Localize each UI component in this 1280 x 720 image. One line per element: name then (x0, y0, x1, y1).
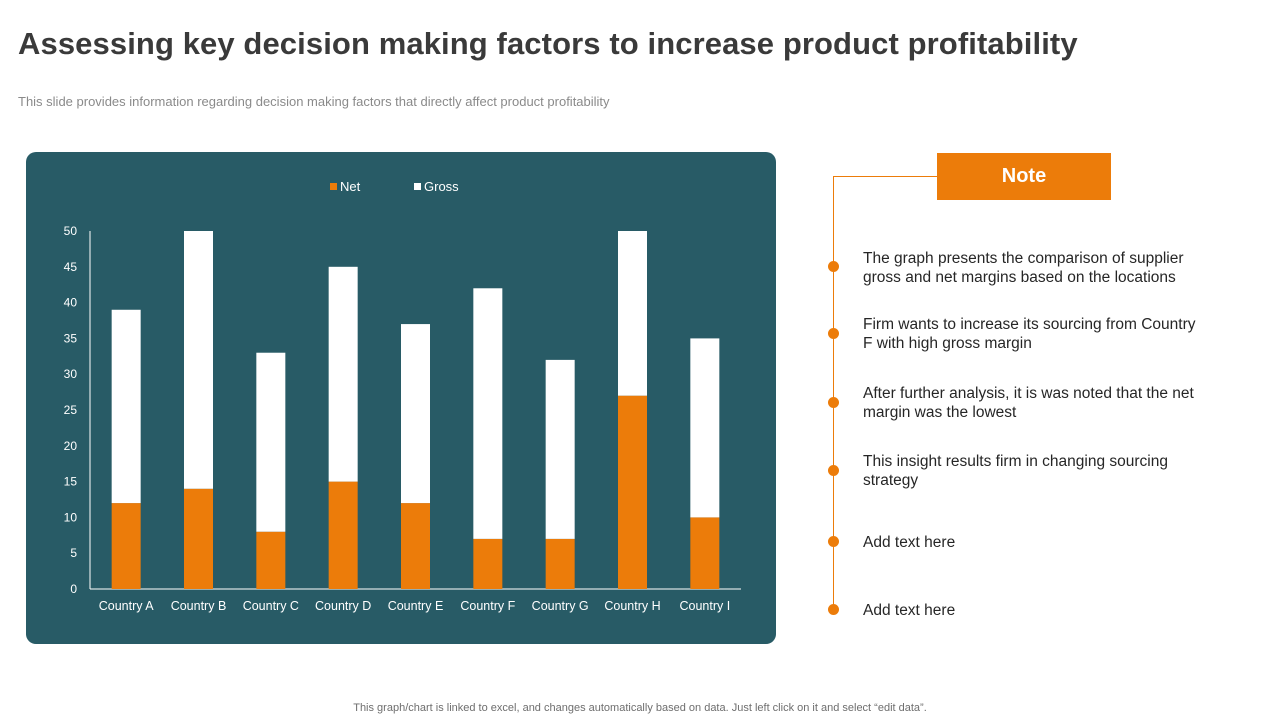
legend-swatch-gross (414, 183, 421, 190)
y-tick-label: 50 (64, 224, 78, 238)
bar-net-country-g (545, 538, 575, 589)
chart-panel[interactable]: 0 5 10 15 20 25 30 35 40 45 50 Country A Country B Co… (26, 152, 776, 644)
bar-net-country-b (184, 488, 213, 589)
timeline-line (833, 176, 834, 610)
bar-net-country-h (618, 395, 647, 589)
x-tick-label: Country D (315, 599, 371, 613)
y-tick-label: 0 (70, 582, 77, 596)
y-tick-label: 10 (64, 510, 78, 524)
bar-net-country-e (401, 503, 430, 589)
x-tick-label: Country B (171, 599, 227, 613)
bar-gross-country-i (690, 338, 720, 518)
note-item-text: This insight results firm in changing so… (863, 453, 1168, 489)
x-tick-label: Country G (532, 599, 589, 613)
x-tick-label: Country H (604, 599, 660, 613)
note-item-text: Add text here (863, 602, 956, 619)
bullet-dot-icon (828, 536, 839, 547)
bullet-dot-icon (828, 604, 839, 615)
bar-net-country-a (111, 503, 141, 589)
x-tick-label: Country I (679, 599, 730, 613)
bar-chart[interactable]: 0 5 10 15 20 25 30 35 40 45 50 Country A Country B Co… (26, 152, 776, 644)
bar-gross-country-e (401, 324, 430, 504)
note-item-text: Add text here (863, 534, 956, 551)
bullet-dot-icon (828, 261, 839, 272)
x-tick-label: Country A (99, 599, 155, 613)
bar-gross-country-f (473, 288, 503, 539)
legend-label-net: Net (340, 179, 361, 194)
y-tick-label: 35 (64, 331, 78, 345)
legend-swatch-net (330, 183, 337, 190)
bullet-dot-icon (828, 465, 839, 476)
legend-label-gross: Gross (424, 179, 459, 194)
note-item-text: After further analysis, it is was noted … (863, 385, 1194, 421)
y-tick-label: 25 (64, 403, 78, 417)
bar-gross-country-c (256, 352, 286, 532)
y-tick-label: 15 (64, 475, 78, 489)
bar-net-country-i (690, 517, 720, 589)
x-tick-label: Country F (460, 599, 515, 613)
y-tick-label: 5 (70, 546, 77, 560)
note-item-text: Firm wants to increase its sourcing from… (863, 316, 1196, 352)
timeline-connector (833, 176, 937, 177)
footer-note: This graph/chart is linked to excel, and… (353, 702, 927, 714)
bar-gross-country-a (111, 309, 141, 504)
note-heading: Note (937, 153, 1111, 200)
page-subtitle: This slide provides information regardin… (18, 94, 610, 109)
bar-net-country-f (473, 538, 503, 589)
y-tick-label: 20 (64, 439, 78, 453)
x-tick-label: Country E (388, 599, 444, 613)
y-tick-label: 30 (64, 367, 78, 381)
y-tick-label: 45 (64, 260, 78, 274)
bullet-dot-icon (828, 328, 839, 339)
x-tick-label: Country C (243, 599, 299, 613)
page-title: Assessing key decision making factors to… (18, 26, 1078, 61)
note-item-text: The graph presents the comparison of sup… (863, 250, 1184, 286)
bar-net-country-d (328, 481, 358, 589)
bullet-dot-icon (828, 397, 839, 408)
y-tick-label: 40 (64, 296, 78, 310)
bar-gross-country-h (618, 231, 647, 396)
bar-gross-country-b (184, 231, 213, 489)
bar-gross-country-g (545, 359, 575, 539)
bar-gross-country-d (328, 266, 358, 482)
bar-net-country-c (256, 531, 286, 589)
